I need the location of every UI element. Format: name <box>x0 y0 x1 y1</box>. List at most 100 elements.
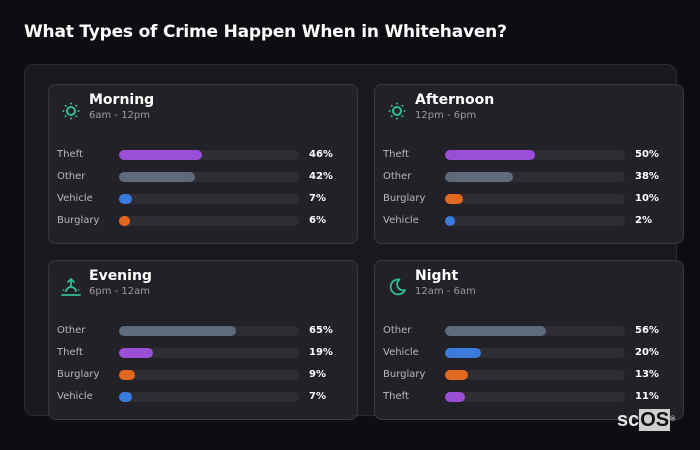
bar-percent: 7% <box>309 391 326 402</box>
bar-label: Other <box>383 171 412 182</box>
bar-percent: 46% <box>309 149 333 160</box>
bar-label: Theft <box>57 149 83 160</box>
bar-percent: 20% <box>635 347 659 358</box>
bar-track <box>119 150 299 160</box>
bar-fill <box>119 150 202 160</box>
bar-percent: 42% <box>309 171 333 182</box>
bar-label: Vehicle <box>383 347 419 358</box>
bar-track <box>119 370 299 380</box>
card-time-range: 6am - 12pm <box>89 110 151 121</box>
bar-row: Other 56% <box>375 323 683 345</box>
moon-icon <box>389 278 406 296</box>
bar-fill <box>119 348 154 358</box>
bar-label: Other <box>57 171 86 182</box>
bar-track <box>445 150 625 160</box>
bar-fill <box>445 172 514 182</box>
bar-row: Vehicle 7% <box>49 191 357 213</box>
bar-row: Theft 46% <box>49 147 357 169</box>
bar-track <box>119 348 299 358</box>
bar-row: Theft 11% <box>375 389 683 411</box>
bar-track <box>445 194 625 204</box>
logo-os: OS <box>639 409 671 431</box>
card-afternoon: Afternoon 12pm - 6pm Theft 50% Other 38%… <box>374 84 684 244</box>
logo-sc: sc <box>617 409 640 431</box>
bar-label: Theft <box>383 391 409 402</box>
bar-track <box>119 172 299 182</box>
bar-track <box>119 392 299 402</box>
bar-percent: 65% <box>309 325 333 336</box>
bar-fill <box>119 172 195 182</box>
bar-row: Burglary 9% <box>49 367 357 389</box>
bar-row: Theft 19% <box>49 345 357 367</box>
registered-mark: ® <box>670 416 676 423</box>
bar-label: Other <box>57 325 86 336</box>
bar-track <box>445 326 625 336</box>
bar-track <box>445 216 625 226</box>
bar-fill <box>445 194 463 204</box>
bar-track <box>119 194 299 204</box>
bar-fill <box>445 392 465 402</box>
sun-icon <box>388 102 406 120</box>
bar-fill <box>445 348 481 358</box>
bar-fill <box>445 370 469 380</box>
bar-track <box>119 216 299 226</box>
card-evening: Evening 6pm - 12am Other 65% Theft 19% B… <box>48 260 358 420</box>
bar-label: Other <box>383 325 412 336</box>
bar-row: Burglary 13% <box>375 367 683 389</box>
scos-logo: scOS® <box>617 409 675 431</box>
bar-percent: 2% <box>635 215 652 226</box>
bar-track <box>445 392 625 402</box>
bar-track <box>445 370 625 380</box>
bar-label: Burglary <box>57 369 100 380</box>
card-title: Afternoon <box>415 92 495 108</box>
bar-percent: 50% <box>635 149 659 160</box>
bar-percent: 10% <box>635 193 659 204</box>
bar-track <box>119 326 299 336</box>
sunset-icon <box>61 278 81 296</box>
bar-fill <box>119 216 130 226</box>
bar-label: Burglary <box>383 369 426 380</box>
bar-row: Other 42% <box>49 169 357 191</box>
bar-row: Burglary 6% <box>49 213 357 235</box>
card-morning: Morning 6am - 12pm Theft 46% Other 42% V… <box>48 84 358 244</box>
bar-label: Burglary <box>57 215 100 226</box>
bar-percent: 9% <box>309 369 326 380</box>
bar-row: Burglary 10% <box>375 191 683 213</box>
bar-label: Theft <box>383 149 409 160</box>
card-time-range: 12pm - 6pm <box>415 110 477 121</box>
bar-fill <box>119 370 136 380</box>
bar-percent: 13% <box>635 369 659 380</box>
bar-fill <box>445 326 546 336</box>
bar-fill <box>119 194 132 204</box>
sun-icon <box>62 102 80 120</box>
bar-label: Burglary <box>383 193 426 204</box>
bar-track <box>445 348 625 358</box>
bar-percent: 19% <box>309 347 333 358</box>
bar-row: Other 38% <box>375 169 683 191</box>
bar-row: Theft 50% <box>375 147 683 169</box>
bar-label: Vehicle <box>383 215 419 226</box>
bar-row: Other 65% <box>49 323 357 345</box>
bar-label: Vehicle <box>57 193 93 204</box>
bar-label: Vehicle <box>57 391 93 402</box>
bar-fill <box>119 392 132 402</box>
bar-row: Vehicle 20% <box>375 345 683 367</box>
bar-fill <box>445 216 455 226</box>
bar-fill <box>445 150 535 160</box>
bar-track <box>445 172 625 182</box>
card-title: Evening <box>89 268 152 284</box>
bar-row: Vehicle 2% <box>375 213 683 235</box>
page-title: What Types of Crime Happen When in White… <box>24 22 507 42</box>
bar-label: Theft <box>57 347 83 358</box>
bar-percent: 11% <box>635 391 659 402</box>
bar-percent: 6% <box>309 215 326 226</box>
bar-percent: 38% <box>635 171 659 182</box>
bar-row: Vehicle 7% <box>49 389 357 411</box>
bar-percent: 56% <box>635 325 659 336</box>
card-time-range: 6pm - 12am <box>89 286 151 297</box>
card-title: Night <box>415 268 459 284</box>
card-title: Morning <box>89 92 155 108</box>
bar-percent: 7% <box>309 193 326 204</box>
card-night: Night 12am - 6am Other 56% Vehicle 20% B… <box>374 260 684 420</box>
card-time-range: 12am - 6am <box>415 286 476 297</box>
